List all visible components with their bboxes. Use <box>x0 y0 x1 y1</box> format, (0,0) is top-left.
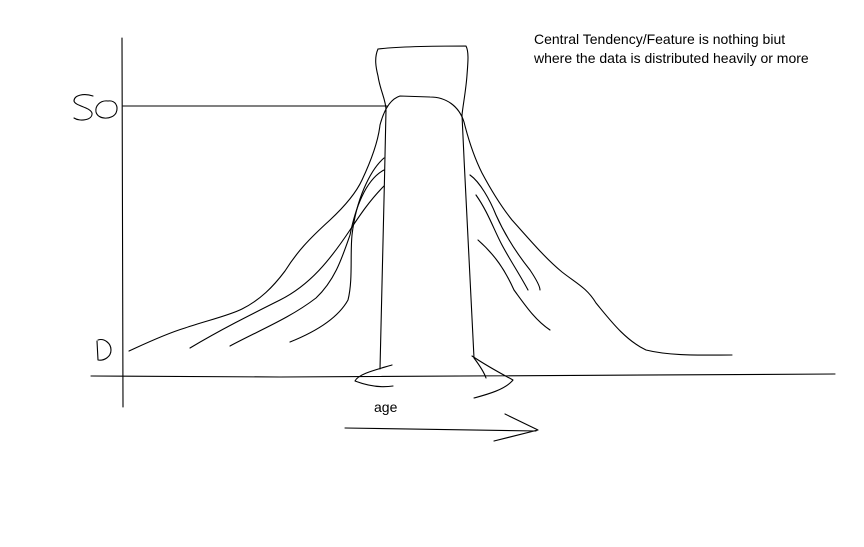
y-axis-line <box>121 37 124 408</box>
central-tendency-annotation: Central Tendency/Feature is nothing biut… <box>534 30 809 68</box>
inner-stroke-left-1 <box>189 185 385 349</box>
annotation-line-2: where the data is distributed heavily or… <box>534 50 809 66</box>
peak-rectangle <box>375 45 487 379</box>
x-axis-label: age <box>374 399 398 415</box>
annotation-line-1: Central Tendency/Feature is nothing biut <box>534 31 786 47</box>
inner-stroke-left-3 <box>289 157 385 343</box>
inner-stroke-right-3 <box>477 239 551 331</box>
distribution-curve-outer <box>128 95 733 356</box>
inner-stroke-right-2 <box>475 194 529 291</box>
x-direction-arrow <box>344 413 539 442</box>
peak-base-bracket-right <box>471 355 514 399</box>
inner-stroke-right-1 <box>469 174 541 291</box>
y-tick-label-0 <box>96 339 112 361</box>
inner-stroke-left-2 <box>229 169 385 347</box>
peak-base-bracket-left <box>354 364 394 388</box>
x-axis-line <box>90 373 836 378</box>
y-tick-label-50 <box>73 94 118 121</box>
